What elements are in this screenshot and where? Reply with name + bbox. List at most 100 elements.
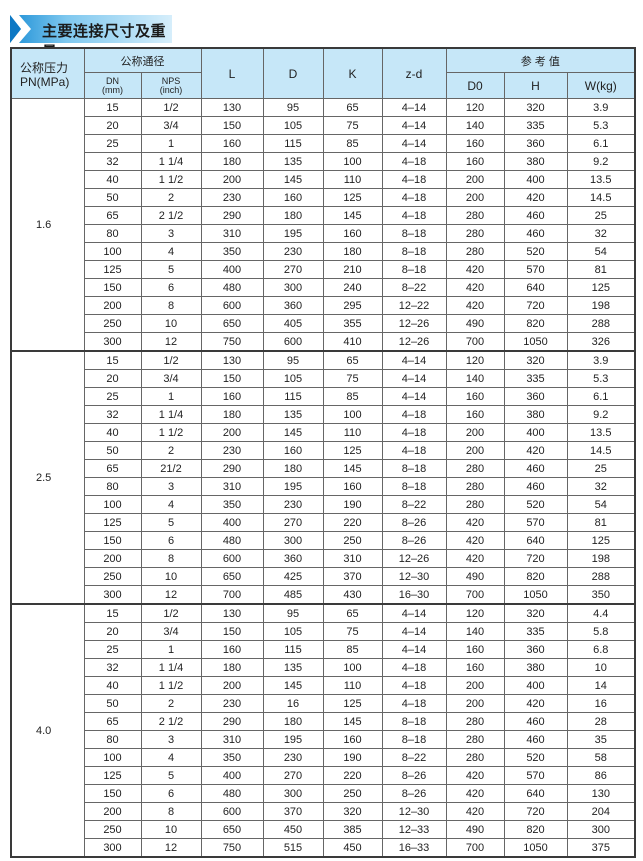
table-cell: 420 [445,784,505,803]
table-row: 250 10 650 425 370 12–30 490 820 288 [11,567,636,586]
table-cell: 16–30 [381,585,447,605]
table-cell: 3/4 [140,369,202,388]
table-cell: 9.2 [566,405,636,424]
table-cell: 8–26 [381,766,447,785]
table-row: 200 8 600 360 295 12–22 420 720 198 [11,296,636,315]
table-cell: 2 [140,694,202,713]
table-cell: 450 [262,820,324,839]
table-cell: 310 [200,730,264,749]
table-cell: 15 [83,350,142,370]
table-cell: 180 [200,152,264,171]
table-cell: 13.5 [566,423,636,442]
header-D0: D0 [445,72,505,99]
table-cell: 54 [566,242,636,261]
table-cell: 320 [322,802,383,821]
table-cell: 280 [445,495,505,514]
table-cell: 700 [445,332,505,352]
header-H: H [503,72,568,99]
table-cell: 180 [262,712,324,731]
table-cell: 280 [445,224,505,243]
table-cell: 4 [140,748,202,767]
table-cell: 40 [83,170,142,189]
table-cell: 650 [200,567,264,586]
table-cell: 145 [262,170,324,189]
table-cell: 125 [83,513,142,532]
table-cell: 145 [262,423,324,442]
table-cell: 180 [322,242,383,261]
table-cell: 230 [200,694,264,713]
table-cell: 280 [445,242,505,261]
table-cell: 110 [322,423,383,442]
table-cell: 13.5 [566,170,636,189]
table-cell: 12–26 [381,332,447,352]
table-cell: 640 [503,784,568,803]
table-cell: 50 [83,694,142,713]
table-cell: 270 [262,260,324,279]
table-cell: 350 [200,242,264,261]
table-cell: 1 1/2 [140,423,202,442]
table-row: 25 1 160 115 85 4–14 160 360 6.8 [11,640,636,659]
table-cell: 6.1 [566,387,636,406]
table-cell: 8–26 [381,784,447,803]
table-cell: 290 [200,206,264,225]
table-cell: 140 [445,116,505,135]
table-row: 125 5 400 270 210 8–18 420 570 81 [11,260,636,279]
table-cell: 16–33 [381,838,447,858]
table-cell: 5.8 [566,622,636,641]
table-cell: 1050 [503,838,568,858]
table-cell: 190 [322,495,383,514]
table-cell: 420 [445,549,505,568]
table-row: 65 2 1/2 290 180 145 4–18 280 460 25 [11,206,636,225]
table-row: 300 12 750 515 450 16–33 700 1050 375 [11,838,636,858]
header-nps-label: NPS [161,75,181,86]
table-row: 80 3 310 195 160 8–18 280 460 35 [11,730,636,749]
table-cell: 320 [503,98,568,117]
table-cell: 570 [503,513,568,532]
table-cell: 160 [445,640,505,659]
table-cell: 204 [566,802,636,821]
table-cell: 125 [322,188,383,207]
table-cell: 4–18 [381,170,447,189]
table-cell: 32 [83,405,142,424]
table-cell: 270 [262,766,324,785]
table-cell: 200 [445,694,505,713]
table-cell: 100 [322,658,383,677]
table-row: 80 3 310 195 160 8–18 280 460 32 [11,477,636,496]
table-cell: 380 [503,405,568,424]
table-cell: 8–22 [381,278,447,297]
table-cell: 125 [322,441,383,460]
table-cell: 65 [83,206,142,225]
table-cell: 480 [200,784,264,803]
header-pressure-unit: PN(MPa) [20,75,70,89]
table-cell: 280 [445,730,505,749]
table-cell: 360 [262,549,324,568]
table-cell: 12–30 [381,567,447,586]
header-nps-unit: (inch) [159,84,183,95]
table-cell: 6 [140,531,202,550]
table-cell: 288 [566,567,636,586]
table-cell: 160 [262,441,324,460]
table-cell: 270 [262,513,324,532]
table-cell: 720 [503,802,568,821]
table-cell: 460 [503,712,568,731]
header-W: W(kg) [566,72,636,99]
table-cell: 5 [140,766,202,785]
table-cell: 220 [322,766,383,785]
table-cell: 140 [445,622,505,641]
table-cell: 360 [503,387,568,406]
table-cell: 326 [566,332,636,352]
table-cell: 180 [200,658,264,677]
table-cell: 65 [83,712,142,731]
table-row: 40 1 1/2 200 145 110 4–18 200 400 13.5 [11,170,636,189]
table-row: 50 2 230 160 125 4–18 200 420 14.5 [11,188,636,207]
header-pressure-cn: 公称压力 [20,61,69,75]
table-cell: 6.8 [566,640,636,659]
table-cell: 115 [262,134,324,153]
table-cell: 125 [566,531,636,550]
table-cell: 8–18 [381,242,447,261]
table-cell: 180 [262,459,324,478]
table-cell: 400 [503,423,568,442]
table-cell: 81 [566,260,636,279]
table-cell: 100 [83,748,142,767]
table-cell: 54 [566,495,636,514]
